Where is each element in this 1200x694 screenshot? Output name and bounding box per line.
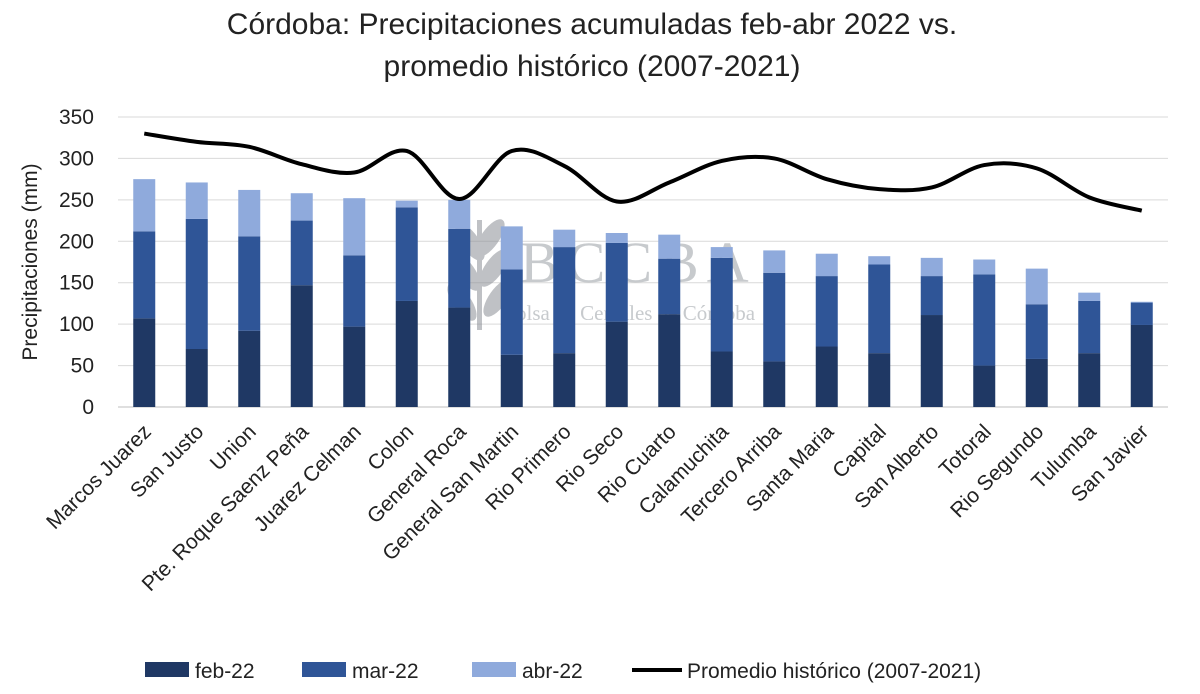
bar-mar-22 <box>553 247 576 354</box>
y-tick-label: 250 <box>59 189 94 212</box>
bar-feb-22 <box>448 307 471 407</box>
bar-mar-22 <box>1130 302 1153 325</box>
legend-item: abr-22 <box>472 660 583 683</box>
bar-feb-22 <box>658 314 681 407</box>
bar-mar-22 <box>238 236 261 331</box>
bar-abr-22 <box>973 259 996 275</box>
bar-mar-22 <box>395 207 418 301</box>
y-tick-label: 0 <box>82 396 94 419</box>
bar-mar-22 <box>1078 300 1101 354</box>
bar-mar-22 <box>973 274 996 366</box>
bar-abr-22 <box>815 253 838 277</box>
bar-mar-22 <box>710 257 733 352</box>
bar-feb-22 <box>1078 353 1101 407</box>
bar-abr-22 <box>710 247 733 258</box>
bar-feb-22 <box>868 353 891 407</box>
bar-abr-22 <box>763 250 786 273</box>
bar-mar-22 <box>815 276 838 347</box>
y-tick-label: 150 <box>59 272 94 295</box>
legend-item: mar-22 <box>302 660 419 683</box>
bar-feb-22 <box>290 285 313 407</box>
chart-title-line-2: promedio histórico (2007-2021) <box>383 50 801 83</box>
bar-feb-22 <box>185 349 208 407</box>
legend-swatch <box>472 662 516 677</box>
bars <box>133 179 1153 407</box>
legend-item: feb-22 <box>145 660 255 683</box>
bar-abr-22 <box>553 229 576 248</box>
bar-feb-22 <box>920 315 943 407</box>
legend-swatch <box>302 662 346 677</box>
bar-abr-22 <box>920 257 943 277</box>
bar-mar-22 <box>500 269 523 355</box>
bar-feb-22 <box>815 346 838 407</box>
y-tick-label: 300 <box>59 147 94 170</box>
bar-mar-22 <box>658 258 681 315</box>
bar-abr-22 <box>448 199 471 229</box>
average-line <box>143 131 1143 213</box>
bar-feb-22 <box>1025 358 1048 407</box>
bar-abr-22 <box>1025 268 1048 305</box>
bar-feb-22 <box>1130 324 1153 407</box>
watermark: BCCBA Bolsa de Cereales de Córdoba <box>447 219 756 330</box>
y-axis-title: Precipitaciones (mm) <box>19 163 42 360</box>
bar-abr-22 <box>500 226 523 270</box>
bar-feb-22 <box>605 321 628 407</box>
chart-title-line-1: Córdoba: Precipitaciones acumuladas feb-… <box>226 8 958 41</box>
bar-mar-22 <box>1025 304 1048 359</box>
bar-feb-22 <box>133 318 156 407</box>
bar-feb-22 <box>710 351 733 407</box>
bar-mar-22 <box>185 218 208 349</box>
bar-mar-22 <box>605 242 628 322</box>
chart-title: Córdoba: Precipitaciones acumuladas feb-… <box>0 4 1184 88</box>
bar-abr-22 <box>238 189 261 237</box>
y-tick-label: 100 <box>59 313 94 336</box>
bar-feb-22 <box>238 330 261 407</box>
bar-mar-22 <box>448 228 471 308</box>
y-tick-label: 350 <box>59 106 94 129</box>
legend: feb-22 mar-22 abr-22 Promedio histórico (20… <box>145 660 981 683</box>
legend-label: abr-22 <box>522 660 583 683</box>
bar-mar-22 <box>343 255 366 327</box>
bar-abr-22 <box>395 200 418 208</box>
bar-feb-22 <box>973 365 996 407</box>
legend-label: Promedio histórico (2007-2021) <box>687 660 981 683</box>
legend-swatch <box>145 662 189 677</box>
bar-abr-22 <box>1078 292 1101 301</box>
bar-abr-22 <box>658 234 681 259</box>
bar-feb-22 <box>395 300 418 407</box>
bar-feb-22 <box>343 326 366 407</box>
bar-abr-22 <box>343 198 366 256</box>
bar-abr-22 <box>605 233 628 243</box>
bar-abr-22 <box>290 193 313 221</box>
average-line-path <box>143 131 1143 213</box>
legend-label: feb-22 <box>195 660 255 683</box>
bar-mar-22 <box>920 276 943 316</box>
y-axis: 0 50 100 150 200 250 300 350 <box>59 106 94 419</box>
bar-mar-22 <box>290 220 313 286</box>
legend-item: Promedio histórico (2007-2021) <box>632 660 981 683</box>
bar-feb-22 <box>763 361 786 407</box>
bar-mar-22 <box>868 264 891 354</box>
legend-label: mar-22 <box>352 660 419 683</box>
bar-feb-22 <box>553 353 576 407</box>
bar-mar-22 <box>133 231 156 319</box>
y-tick-label: 50 <box>71 355 94 378</box>
y-tick-label: 200 <box>59 230 94 253</box>
bar-abr-22 <box>185 182 208 219</box>
bar-abr-22 <box>133 179 156 232</box>
bar-abr-22 <box>1130 301 1153 303</box>
bar-feb-22 <box>500 354 523 407</box>
bar-mar-22 <box>763 272 786 362</box>
bar-abr-22 <box>868 256 891 265</box>
